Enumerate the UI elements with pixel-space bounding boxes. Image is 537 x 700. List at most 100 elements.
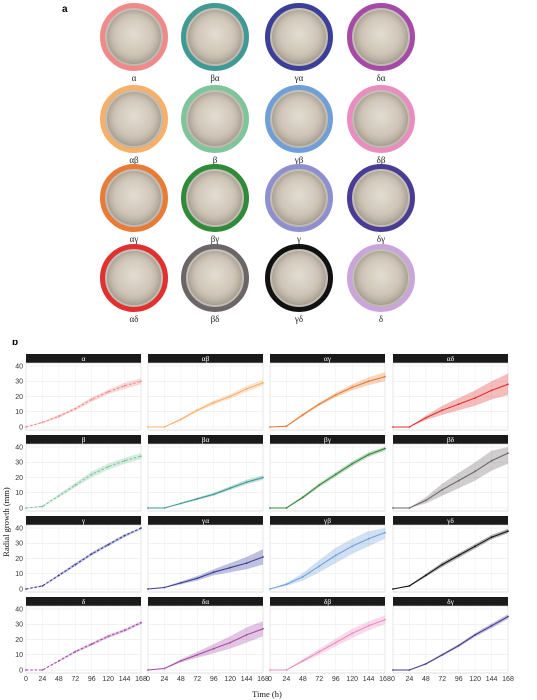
facet-strip xyxy=(393,435,508,444)
facet-title: δγ xyxy=(447,597,455,606)
y-tick-label: 30 xyxy=(15,460,23,467)
mean-growth-line xyxy=(26,622,142,671)
data-point xyxy=(269,669,271,671)
confidence-ribbon xyxy=(148,379,263,427)
culture-plate xyxy=(265,164,333,232)
facet-panel: γβ xyxy=(269,516,386,593)
data-point xyxy=(425,499,427,502)
data-point xyxy=(107,543,109,546)
data-point xyxy=(285,507,288,509)
x-tick-label: 120 xyxy=(346,676,358,683)
data-point xyxy=(212,571,215,574)
data-point xyxy=(408,426,411,428)
data-point xyxy=(269,507,271,509)
data-point xyxy=(392,669,394,671)
data-point xyxy=(507,530,509,532)
x-tick-label: 0 xyxy=(391,676,395,683)
data-point xyxy=(425,416,427,419)
facet-title: αβ xyxy=(202,354,210,363)
confidence-ribbon xyxy=(393,373,508,427)
x-tick-label: 168 xyxy=(257,676,269,683)
y-tick-label: 40 xyxy=(15,444,23,451)
data-point xyxy=(147,588,149,590)
mean-growth-line xyxy=(270,447,386,509)
x-tick-label: 24 xyxy=(283,676,291,683)
facet-panel: δ 0 10 20 30 40 0 24 48 72 96 120 144 168 xyxy=(15,597,147,683)
x-tick-label: 24 xyxy=(161,676,169,683)
data-point xyxy=(74,650,77,653)
facet-strip xyxy=(270,516,385,525)
y-tick-label: 40 xyxy=(15,525,23,532)
data-point xyxy=(408,585,411,587)
data-point xyxy=(441,563,444,566)
data-point xyxy=(90,553,93,555)
x-tick-label: 0 xyxy=(268,676,272,683)
culture-plate xyxy=(100,164,168,232)
y-tick-label: 0 xyxy=(19,667,23,674)
data-point xyxy=(425,663,427,665)
confidence-ribbon xyxy=(270,615,385,670)
data-point xyxy=(408,669,411,671)
culture-plate xyxy=(181,244,249,312)
data-point xyxy=(180,418,182,421)
y-tick-label: 0 xyxy=(19,424,23,431)
facet-title: βγ xyxy=(324,435,332,444)
facet-strip xyxy=(393,354,508,363)
y-tick-label: 20 xyxy=(15,556,23,563)
data-point xyxy=(490,389,493,392)
facet-panel: γδ xyxy=(392,516,509,593)
data-point xyxy=(140,527,142,529)
facet-title: β xyxy=(82,435,86,444)
data-point xyxy=(262,627,264,630)
mean-growth-line xyxy=(147,628,264,671)
data-point xyxy=(384,447,386,450)
data-point xyxy=(147,426,149,428)
data-point xyxy=(318,403,321,405)
facet-strip xyxy=(270,597,385,606)
data-point xyxy=(25,507,27,509)
data-point xyxy=(334,641,337,644)
facet-panel: βα xyxy=(147,435,264,512)
plate-label: αβ xyxy=(129,155,139,165)
data-point xyxy=(245,481,248,483)
x-tick-label: 24 xyxy=(39,676,47,683)
x-tick-label: 168 xyxy=(502,676,514,683)
data-point xyxy=(457,554,460,557)
mean-growth-line xyxy=(148,382,264,428)
data-point xyxy=(302,496,304,499)
data-point xyxy=(269,588,271,590)
data-point xyxy=(41,669,44,671)
x-tick-label: 48 xyxy=(177,676,185,683)
data-point xyxy=(123,534,126,537)
x-tick-label: 144 xyxy=(363,676,375,683)
facet-panel: δα 0 24 48 72 96 120 144 168 xyxy=(146,597,269,683)
x-tick-label: 72 xyxy=(193,676,201,683)
x-tick-label: 168 xyxy=(135,676,147,683)
data-point xyxy=(285,583,288,586)
plate-label: γ xyxy=(297,234,301,244)
confidence-ribbon xyxy=(270,528,385,589)
facet-panel: βγ xyxy=(269,435,386,512)
facet-title: γβ xyxy=(323,516,331,525)
confidence-ribbon xyxy=(148,549,263,589)
y-tick-label: 10 xyxy=(15,652,23,659)
y-tick-label: 20 xyxy=(15,637,23,644)
confidence-ribbon xyxy=(270,447,385,508)
data-point xyxy=(474,397,476,399)
data-point xyxy=(425,574,427,577)
plate-label: βδ xyxy=(210,314,220,324)
x-tick-label: 120 xyxy=(469,676,481,683)
facet-title: βδ xyxy=(447,435,455,444)
data-point xyxy=(163,426,166,428)
data-point xyxy=(140,380,142,383)
culture-plate xyxy=(347,164,415,232)
data-point xyxy=(74,407,77,410)
facet-title: α xyxy=(82,354,86,363)
data-point xyxy=(140,621,142,624)
data-point xyxy=(41,421,44,424)
mean-growth-line xyxy=(269,376,386,428)
mean-growth-line xyxy=(147,556,264,590)
y-axis-title: Radial growth (mm) xyxy=(1,487,11,557)
y-tick-label: 10 xyxy=(15,571,23,578)
data-point xyxy=(334,554,337,557)
